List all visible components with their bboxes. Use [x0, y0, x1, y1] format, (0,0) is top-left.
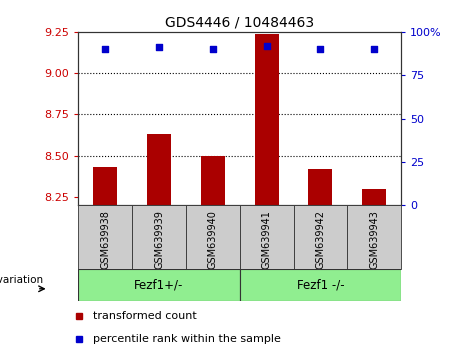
- Bar: [362, 189, 386, 205]
- Bar: [78, 205, 132, 269]
- Point: [263, 43, 270, 48]
- Text: Fezf1+/-: Fezf1+/-: [134, 279, 184, 291]
- Text: percentile rank within the sample: percentile rank within the sample: [93, 334, 281, 344]
- Text: GSM639939: GSM639939: [154, 210, 164, 269]
- Bar: [78, 269, 240, 301]
- Point: [209, 46, 217, 52]
- Title: GDS4446 / 10484463: GDS4446 / 10484463: [165, 15, 314, 29]
- Bar: [132, 205, 186, 269]
- Text: GSM639941: GSM639941: [261, 210, 272, 269]
- Bar: [240, 205, 294, 269]
- Bar: [186, 205, 240, 269]
- Bar: [308, 169, 332, 205]
- Point: [371, 46, 378, 52]
- Bar: [254, 34, 279, 205]
- Point: [101, 46, 109, 52]
- Bar: [147, 134, 171, 205]
- Text: transformed count: transformed count: [93, 311, 197, 321]
- Bar: [294, 205, 347, 269]
- Bar: [347, 205, 401, 269]
- Bar: [201, 156, 225, 205]
- Text: GSM639940: GSM639940: [208, 210, 218, 269]
- Bar: [93, 167, 118, 205]
- Bar: [240, 269, 401, 301]
- Text: GSM639942: GSM639942: [315, 210, 325, 269]
- Point: [155, 45, 163, 50]
- Text: GSM639938: GSM639938: [100, 210, 110, 269]
- Point: [317, 46, 324, 52]
- Text: genotype/variation: genotype/variation: [0, 275, 43, 285]
- Text: GSM639943: GSM639943: [369, 210, 379, 269]
- Text: Fezf1 -/-: Fezf1 -/-: [296, 279, 344, 291]
